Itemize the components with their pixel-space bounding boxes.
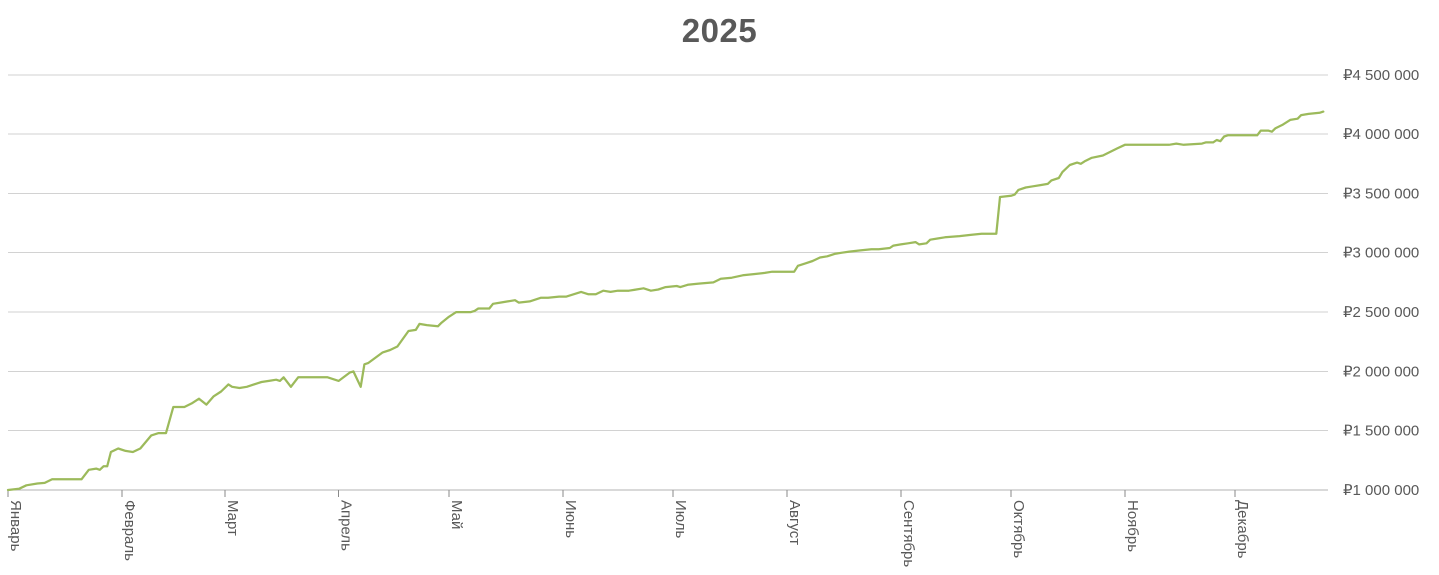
y-axis-label: ₽3 500 000 [1343, 185, 1419, 202]
month-label: Май [448, 500, 465, 529]
month-label: Июль [672, 500, 689, 538]
y-axis-label: ₽2 500 000 [1343, 304, 1419, 321]
month-label: Октябрь [1010, 500, 1027, 558]
month-label: Сентябрь [900, 500, 917, 567]
chart-title: 2025 [681, 12, 758, 49]
y-axis-label: ₽4 000 000 [1343, 126, 1419, 143]
month-label: Август [786, 500, 803, 545]
y-axis-label: ₽4 500 000 [1343, 67, 1419, 84]
series-line-2025 [6, 110, 1325, 492]
y-axis-label: ₽3 000 000 [1343, 245, 1419, 262]
y-axis-label: ₽1 000 000 [1343, 482, 1419, 499]
month-label: Март [224, 500, 241, 536]
y-axis-label: ₽1 500 000 [1343, 423, 1419, 440]
month-label: Февраль [121, 500, 138, 561]
y-axis-label: ₽2 000 000 [1343, 363, 1419, 380]
month-label: Апрель [338, 500, 355, 551]
month-label: Ноябрь [1124, 500, 1141, 552]
month-label: Декабрь [1234, 500, 1251, 559]
month-label: Июнь [562, 500, 579, 538]
month-label: Январь [7, 500, 24, 552]
